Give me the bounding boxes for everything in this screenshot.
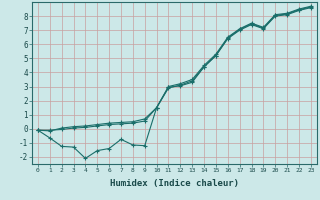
X-axis label: Humidex (Indice chaleur): Humidex (Indice chaleur) xyxy=(110,179,239,188)
